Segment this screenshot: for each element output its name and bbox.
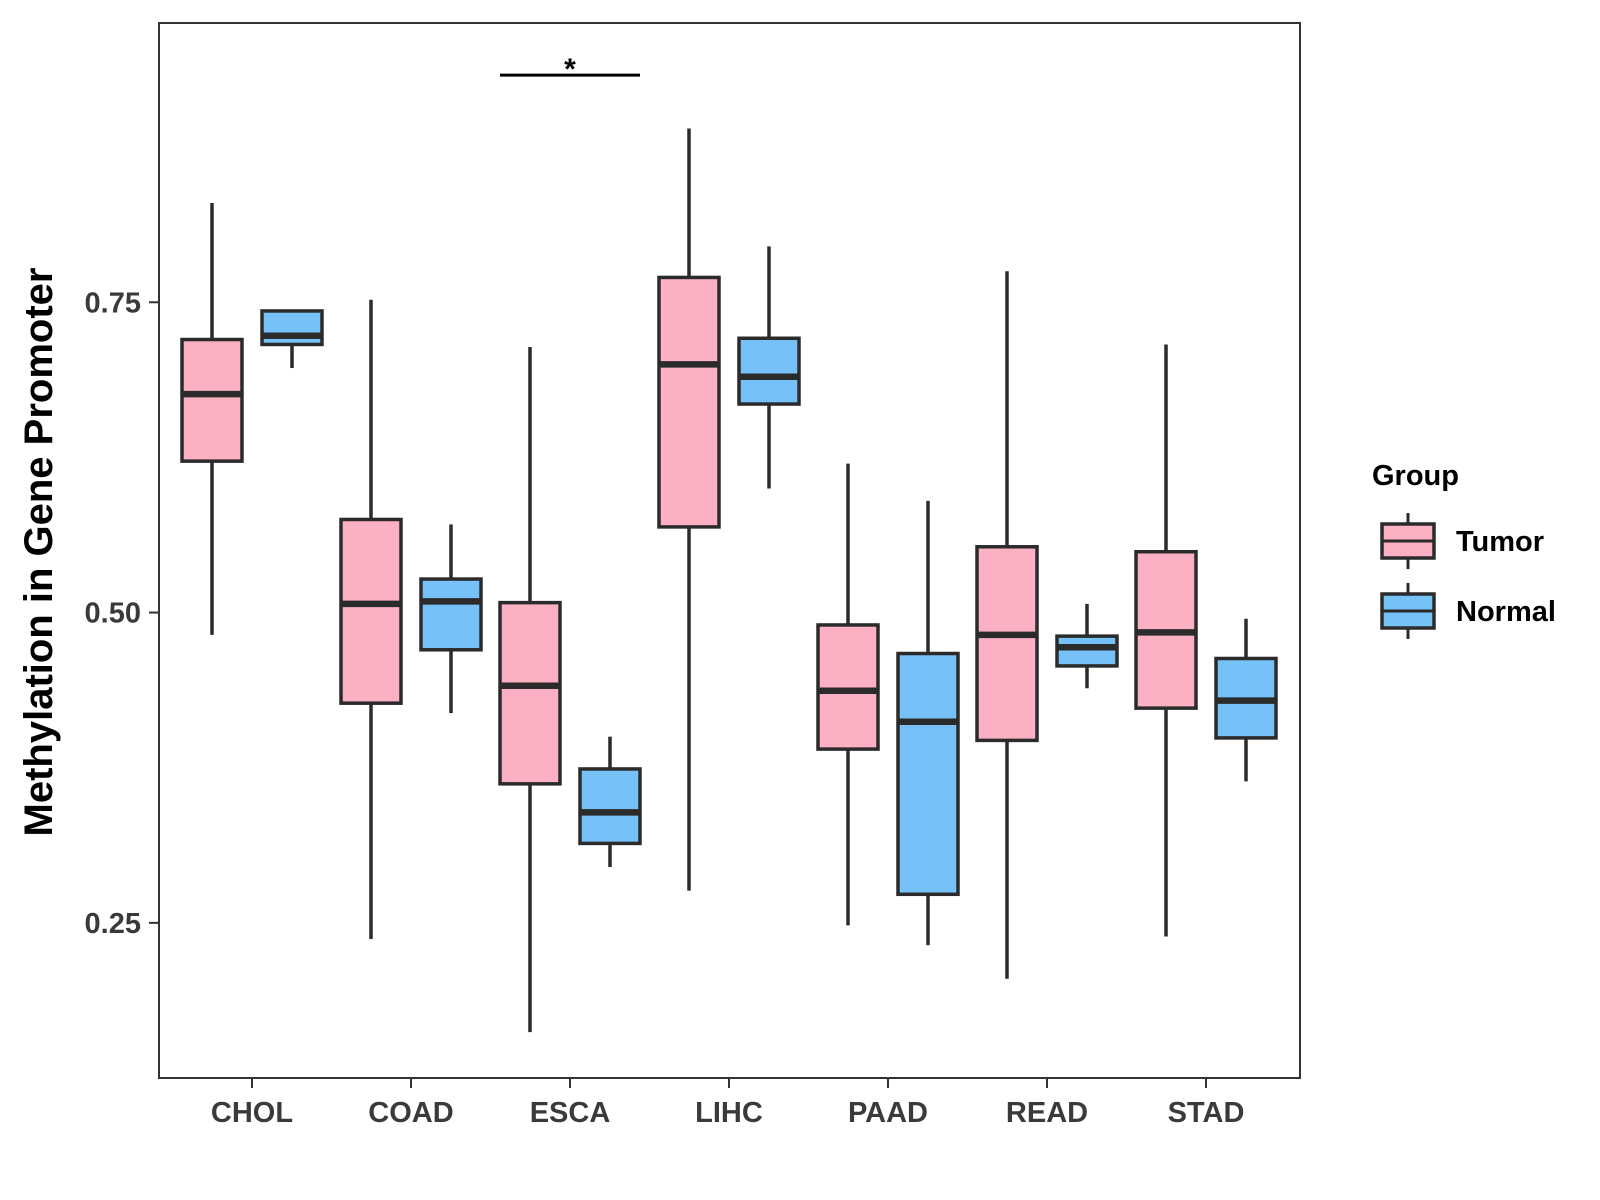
legend-label: Normal <box>1456 596 1556 628</box>
box-read-tumor <box>975 271 1039 979</box>
box-iqr <box>657 275 721 529</box>
box-iqr <box>975 545 1039 743</box>
legend-label: Tumor <box>1456 526 1544 558</box>
box-iqr <box>260 309 324 347</box>
y-tick-label: 0.25 <box>85 908 141 940</box>
box-iqr <box>1055 634 1119 668</box>
box-iqr <box>578 767 642 846</box>
box-iqr <box>816 623 880 751</box>
legend-title: Group <box>1372 460 1459 492</box>
y-tick-label: 0.75 <box>85 287 141 319</box>
y-tick-label: 0.50 <box>85 598 141 630</box>
significance-star: * <box>564 53 576 86</box>
legend-entry-tumor: Tumor <box>1380 513 1544 569</box>
legend: Group Tumor Normal <box>1372 460 1556 639</box>
box-esca-normal <box>578 736 642 867</box>
x-tick-label-paad: PAAD <box>848 1097 928 1129</box>
box-iqr <box>896 651 960 897</box>
box-esca-tumor <box>498 346 562 1033</box>
box-iqr <box>419 577 483 652</box>
x-tick-label-coad: COAD <box>368 1097 453 1129</box>
box-paad-normal <box>896 500 960 946</box>
y-axis-title: Methylation in Gene Promoter <box>17 268 61 837</box>
x-tick-label-lihc: LIHC <box>695 1097 763 1129</box>
legend-entry-normal: Normal <box>1380 583 1556 639</box>
box-chol-normal <box>260 309 324 369</box>
box-stad-tumor <box>1134 344 1198 937</box>
box-coad-tumor <box>339 299 403 939</box>
plot-border <box>158 22 1301 1079</box>
x-tick-label-stad: STAD <box>1168 1097 1245 1129</box>
x-tick-label-esca: ESCA <box>530 1097 611 1129</box>
x-tick-label-read: READ <box>1006 1097 1088 1129</box>
box-iqr <box>737 336 801 406</box>
box-paad-tumor <box>816 463 880 926</box>
box-coad-normal <box>419 524 483 714</box>
box-lihc-tumor <box>657 128 721 891</box>
box-chol-tumor <box>180 202 244 635</box>
box-lihc-normal <box>737 246 801 489</box>
box-iqr <box>339 517 403 705</box>
box-stad-normal <box>1214 618 1278 782</box>
box-read-normal <box>1055 603 1119 689</box>
box-iqr <box>180 337 244 463</box>
box-iqr <box>498 600 562 786</box>
plot-area: 0.25 0.50 0.75 CHOL COAD ESCA LIHC PAAD READ STAD… <box>85 22 1301 1129</box>
x-tick-label-chol: CHOL <box>211 1097 293 1129</box>
